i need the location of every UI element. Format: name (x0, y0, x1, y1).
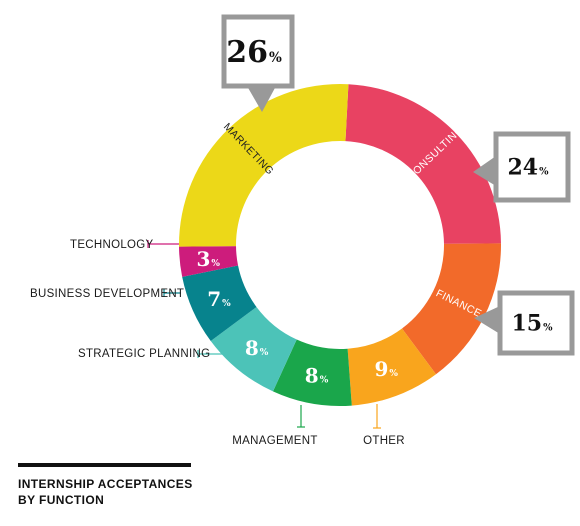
callout-consulting: 24% (473, 131, 571, 203)
callout-box (493, 131, 571, 203)
slice-other (347, 328, 436, 406)
title-rule (18, 463, 191, 467)
callout-marketing: 26% (221, 14, 295, 112)
slice-finance (402, 243, 501, 375)
callout-finance: 15% (474, 290, 575, 356)
callout-box (497, 290, 575, 356)
slice-label-business-development: BUSINESS DEVELOPMENT (30, 288, 184, 300)
callout-box (221, 14, 295, 89)
chart-title: INTERNSHIP ACCEPTANCES BY FUNCTION (18, 476, 218, 508)
chart-title-line-1: INTERNSHIP ACCEPTANCES (18, 477, 193, 491)
chart-title-line-2: BY FUNCTION (18, 493, 105, 507)
slice-label-technology: TECHNOLOGY (70, 239, 154, 251)
slice-strategic-planning (210, 307, 297, 392)
slice-label-management: MANAGEMENT (232, 435, 317, 447)
slice-label-other: OTHER (363, 435, 405, 447)
slice-marketing (179, 83, 349, 247)
callout-pointer (473, 156, 496, 186)
slice-consulting (345, 84, 501, 244)
slice-label-strategic-planning: STRATEGIC PLANNING (78, 348, 210, 360)
slice-technology (179, 246, 239, 277)
callout-pointer (474, 306, 500, 334)
slice-business-development (182, 265, 257, 341)
callout-pointer (247, 86, 276, 112)
slice-management (272, 339, 352, 406)
